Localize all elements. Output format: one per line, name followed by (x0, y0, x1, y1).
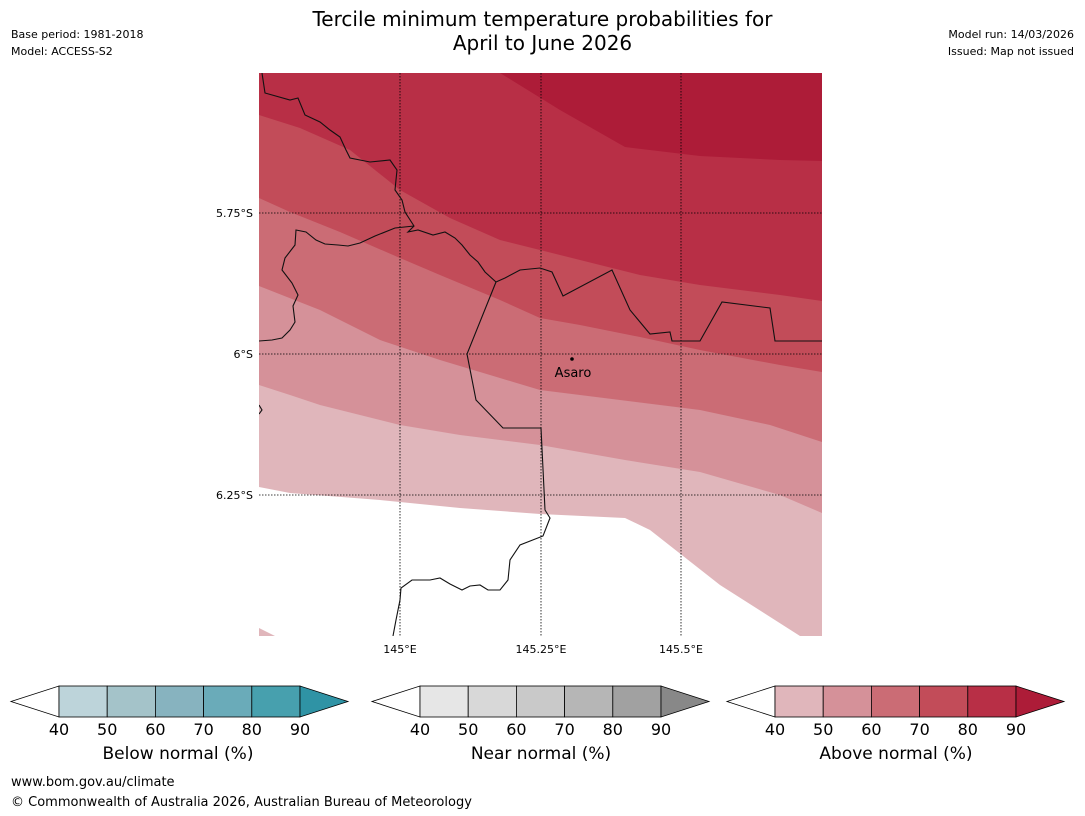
near-normal-segment-60 (516, 685, 566, 718)
colorbar-above-normal: 40 50 60 70 80 90 (725, 685, 1066, 739)
above-normal-tick-70: 70 (909, 720, 929, 739)
issued-status: Issued: Map not issued (947, 45, 1074, 58)
near-normal-tick-90: 90 (651, 720, 671, 739)
below-normal-tick-50: 50 (97, 720, 117, 739)
near-normal-extend-low (370, 685, 421, 718)
above-normal-tick-60: 60 (861, 720, 881, 739)
town-marker (570, 357, 574, 361)
below-normal-tick-60: 60 (145, 720, 165, 739)
model-name: Model: ACCESS-S2 (11, 45, 113, 58)
near-normal-tick-70: 70 (554, 720, 574, 739)
band-90 (500, 73, 822, 161)
above-normal-segment-60 (871, 685, 921, 718)
near-normal-tick-40: 40 (410, 720, 430, 739)
map-title: Tercile minimum temperature probabilitie… (0, 7, 1085, 55)
above-normal-label: Above normal (%) (819, 744, 973, 764)
near-normal-tick-80: 80 (603, 720, 623, 739)
above-normal-segment-80 (967, 685, 1017, 718)
town-label-asaro: Asaro (555, 366, 592, 381)
below-normal-extend-high (299, 685, 350, 718)
lat-label-6: 6°S (234, 348, 253, 361)
above-normal-extend-high (1015, 685, 1066, 718)
below-normal-segment-60 (154, 685, 204, 718)
footer-copyright: © Commonwealth of Australia 2026, Austra… (11, 795, 472, 810)
boundary-central (392, 281, 551, 636)
near-normal-segment-50 (467, 685, 517, 718)
footer-url[interactable]: www.bom.gov.au/climate (11, 775, 175, 790)
province-boundaries (259, 73, 822, 636)
above-normal-segment-50 (822, 685, 872, 718)
below-normal-tick-80: 80 (242, 720, 262, 739)
colorbar-below-normal: 40 50 60 70 80 90 (9, 685, 350, 739)
title-line-2: April to June 2026 (452, 31, 633, 55)
axis-labels: 5.75°S 6°S 6.25°S 145°E 145.25°E 145.5°E (216, 207, 703, 656)
lat-label-5-75: 5.75°S (216, 207, 253, 220)
lat-label-6-25: 6.25°S (216, 489, 253, 502)
near-normal-tick-60: 60 (506, 720, 526, 739)
below-normal-segment-50 (106, 685, 156, 718)
above-normal-tick-90: 90 (1006, 720, 1026, 739)
title-line-1: Tercile minimum temperature probabilitie… (312, 7, 773, 31)
boundary-west (259, 225, 415, 342)
below-normal-segment-80 (251, 685, 301, 718)
above-normal-tick-50: 50 (813, 720, 833, 739)
below-normal-extend-low (9, 685, 60, 718)
near-normal-label: Near normal (%) (470, 744, 612, 764)
near-normal-extend-high (660, 685, 711, 718)
above-normal-segment-70 (919, 685, 969, 718)
lon-label-145: 145°E (383, 643, 416, 656)
above-normal-extend-low (725, 685, 776, 718)
base-period: Base period: 1981-2018 (11, 28, 144, 41)
meta-left: Base period: 1981-2018 Model: ACCESS-S2 (11, 26, 143, 60)
above-normal-tick-80: 80 (958, 720, 978, 739)
model-run: Model run: 14/03/2026 (948, 28, 1074, 41)
above-normal-tick-40: 40 (765, 720, 785, 739)
graticule (259, 73, 822, 636)
lon-label-145-25: 145.25°E (516, 643, 567, 656)
below-normal-label: Below normal (%) (102, 744, 254, 764)
near-normal-segment-80 (612, 685, 662, 718)
lon-label-145-5: 145.5°E (659, 643, 703, 656)
probability-bands (259, 73, 822, 636)
colorbar-near-normal: 40 50 60 70 80 90 (370, 685, 711, 739)
near-normal-segment-40 (419, 685, 469, 718)
boundary-north (261, 73, 822, 342)
below-normal-tick-40: 40 (49, 720, 69, 739)
near-normal-segment-70 (564, 685, 614, 718)
boundary-edge-fragment (259, 404, 263, 415)
below-normal-segment-40 (58, 685, 108, 718)
below-normal-tick-70: 70 (193, 720, 213, 739)
meta-right: Model run: 14/03/2026 Issued: Map not is… (948, 26, 1074, 60)
below-normal-segment-70 (203, 685, 253, 718)
near-normal-tick-50: 50 (458, 720, 478, 739)
below-normal-tick-90: 90 (290, 720, 310, 739)
above-normal-segment-40 (774, 685, 824, 718)
